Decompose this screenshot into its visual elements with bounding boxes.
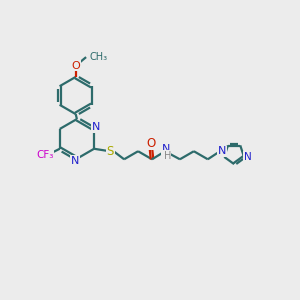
Text: CH₃: CH₃ [90, 52, 108, 62]
Text: O: O [146, 137, 155, 150]
Text: CF₃: CF₃ [36, 150, 54, 160]
Text: N: N [92, 122, 100, 132]
Text: H: H [164, 151, 171, 161]
Text: N: N [244, 152, 252, 162]
Text: S: S [106, 145, 114, 158]
Text: N: N [218, 146, 226, 156]
Text: N: N [71, 156, 79, 166]
Text: O: O [71, 61, 80, 71]
Text: N: N [162, 144, 170, 154]
